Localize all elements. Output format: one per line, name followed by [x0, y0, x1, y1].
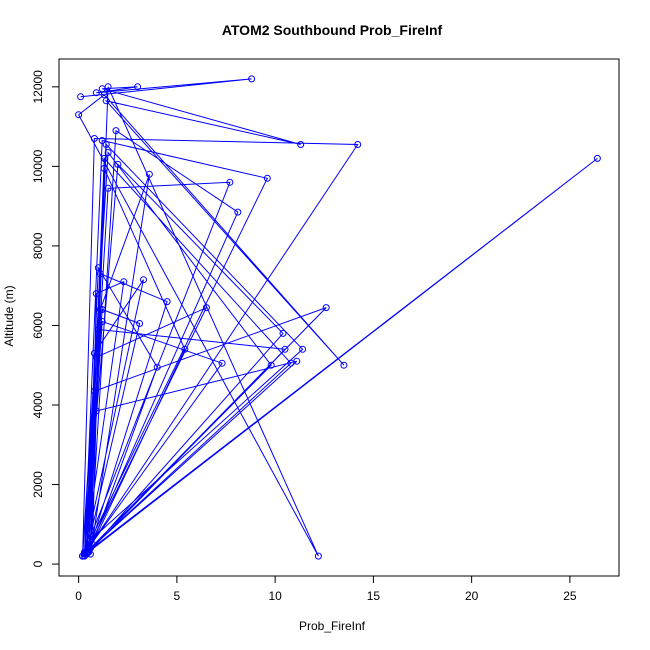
- x-tick-label: 15: [367, 589, 381, 603]
- y-tick-label: 8000: [31, 232, 45, 259]
- data-point: [120, 278, 128, 286]
- data-point: [81, 550, 88, 558]
- series-layer: [77, 78, 598, 558]
- data-point: [234, 208, 242, 216]
- data-point: [100, 164, 108, 172]
- chart-title: ATOM2 Southbound Prob_FireInf: [222, 22, 443, 38]
- x-axis: 0 5 10 15 20 25: [75, 575, 577, 603]
- data-point: [100, 154, 108, 162]
- data-point: [163, 298, 171, 306]
- data-point: [81, 548, 88, 556]
- x-tick-label: 20: [465, 589, 479, 603]
- y-tick-label: 4000: [31, 391, 45, 418]
- data-point: [77, 93, 85, 101]
- x-tick-label: 0: [75, 589, 82, 603]
- data-point: [92, 407, 100, 415]
- data-point: [114, 160, 122, 168]
- y-tick-label: 12000: [31, 70, 45, 104]
- y-tick-label: 2000: [31, 471, 45, 498]
- data-point: [112, 127, 120, 135]
- data-point: [297, 141, 305, 148]
- data-point: [140, 276, 147, 284]
- points-layer: [75, 75, 601, 560]
- x-tick-label: 5: [174, 589, 181, 603]
- data-point: [299, 345, 307, 353]
- data-point: [354, 141, 362, 148]
- data-point: [145, 170, 153, 178]
- y-axis: 0 2000 4000 6000 8000 10000 12000: [31, 70, 60, 567]
- data-point: [153, 363, 161, 371]
- data-point: [83, 548, 90, 556]
- x-tick-label: 25: [563, 589, 577, 603]
- y-axis-label: Altitude (m): [2, 285, 16, 346]
- data-point: [181, 345, 189, 353]
- data-point: [279, 329, 287, 337]
- data-point: [322, 304, 330, 312]
- data-point: [98, 306, 106, 313]
- data-point: [248, 75, 256, 83]
- data-point: [94, 264, 102, 272]
- data-point: [134, 83, 142, 91]
- data-point: [104, 149, 112, 156]
- data-point: [92, 290, 100, 298]
- data-point: [267, 361, 275, 369]
- data-point: [92, 353, 100, 361]
- data-point: [96, 306, 104, 313]
- data-point: [218, 359, 226, 367]
- data-point: [85, 548, 92, 556]
- data-point: [98, 85, 106, 93]
- data-point: [90, 387, 98, 395]
- data-point: [263, 174, 271, 182]
- data-point: [202, 304, 210, 312]
- data-point: [98, 318, 106, 325]
- data-point: [287, 359, 295, 367]
- x-axis-label: Prob_FireInf: [299, 619, 366, 633]
- data-point: [102, 141, 110, 148]
- y-tick-label: 10000: [31, 149, 45, 183]
- data-point: [593, 154, 601, 162]
- plot-frame: [58, 58, 620, 577]
- y-tick-label: 6000: [31, 312, 45, 339]
- y-tick-label: 0: [31, 560, 45, 567]
- data-point: [340, 361, 348, 369]
- data-point: [136, 320, 144, 327]
- data-point: [314, 552, 322, 560]
- x-tick-label: 10: [268, 589, 282, 603]
- data-point: [102, 97, 110, 105]
- data-point: [90, 135, 98, 142]
- data-point: [90, 349, 98, 357]
- data-point: [86, 536, 94, 544]
- data-point: [81, 552, 88, 560]
- data-point: [104, 83, 112, 91]
- data-point: [92, 89, 100, 97]
- data-point: [104, 184, 112, 192]
- data-point: [281, 345, 289, 353]
- data-point: [88, 540, 96, 548]
- data-point: [96, 270, 104, 278]
- series-line: [77, 78, 598, 558]
- data-point: [94, 325, 102, 333]
- data-point: [293, 357, 301, 365]
- data-point: [100, 91, 108, 99]
- data-point: [75, 111, 83, 119]
- data-point: [226, 178, 234, 186]
- data-point: [79, 552, 87, 560]
- data-point: [83, 550, 90, 558]
- data-point: [98, 137, 106, 144]
